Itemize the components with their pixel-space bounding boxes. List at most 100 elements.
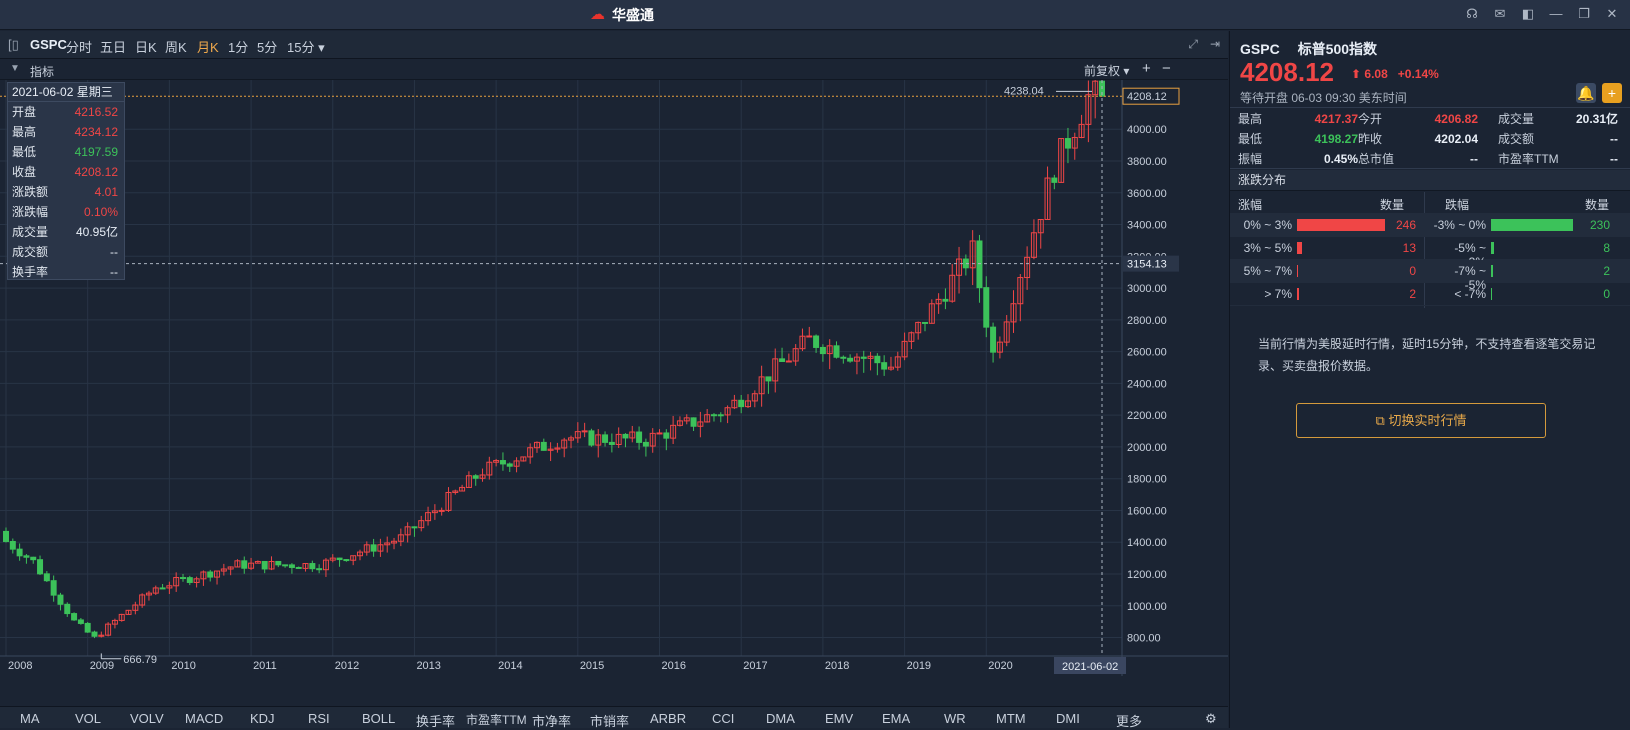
tooltip-value: 0.10% bbox=[83, 205, 118, 219]
candle-body bbox=[1058, 138, 1065, 183]
period-tab[interactable]: 分时 bbox=[66, 40, 93, 55]
candle-body bbox=[745, 400, 752, 408]
indicator-tab[interactable]: KDJ bbox=[250, 711, 275, 726]
zoom-in-button[interactable]: + bbox=[1142, 60, 1151, 77]
indicator-tab[interactable]: MACD bbox=[185, 711, 224, 726]
candle-body bbox=[799, 335, 806, 350]
indicator-tab[interactable]: 市盈率TTM bbox=[466, 713, 527, 727]
candle-body bbox=[833, 345, 840, 358]
candle-body bbox=[309, 563, 316, 570]
candle-body bbox=[391, 540, 398, 544]
tooltip-key: 成交额 bbox=[12, 245, 49, 259]
switch-realtime-button[interactable]: ⧉ 切换实时行情 bbox=[1296, 403, 1546, 438]
candle-body bbox=[84, 622, 91, 633]
current-price-box bbox=[1122, 87, 1180, 105]
tooltip-value: 4216.52 bbox=[74, 105, 118, 119]
candle-body bbox=[322, 559, 329, 571]
adjust-select[interactable]: 前复权 ▾ bbox=[1084, 64, 1130, 78]
x-tick-label: 2015 bbox=[580, 660, 604, 672]
restore-icon[interactable]: ❐ bbox=[1578, 6, 1590, 21]
indicator-tab[interactable]: EMA bbox=[882, 711, 911, 726]
indicator-tab[interactable]: 更多 bbox=[1116, 714, 1143, 729]
quote-table: 最高 4217.37 今开 4206.82 成交量 20.31亿 最低 4198.27 昨收 42… bbox=[1230, 107, 1630, 169]
indicator-tab[interactable]: DMI bbox=[1056, 711, 1080, 726]
candle-body bbox=[384, 542, 391, 546]
candle-body bbox=[57, 594, 64, 605]
candle-body bbox=[874, 355, 881, 364]
dist-title: 涨跌分布 bbox=[1230, 170, 1630, 191]
dist-up-bar bbox=[1297, 265, 1298, 277]
period-tab[interactable]: 5分 bbox=[257, 40, 278, 55]
indicator-tab[interactable]: EMV bbox=[825, 711, 854, 726]
mail-icon[interactable]: ✉ bbox=[1494, 6, 1506, 21]
indicator-tab[interactable]: WR bbox=[944, 711, 966, 726]
tooltip-key: 最高 bbox=[12, 125, 37, 139]
period-tab-active[interactable]: 月K bbox=[197, 40, 219, 55]
indicator-tab[interactable]: VOLV bbox=[130, 711, 164, 726]
quote-key: 成交额 bbox=[1498, 132, 1535, 146]
indicator-tab[interactable]: 市净率 bbox=[532, 714, 572, 729]
indicator-tab[interactable]: VOL bbox=[75, 711, 102, 726]
candle-body bbox=[840, 356, 847, 359]
indicator-tab[interactable]: RSI bbox=[308, 711, 330, 726]
tooltip-key: 涨跌额 bbox=[12, 185, 49, 199]
settings-gear-icon[interactable]: ⚙ bbox=[1205, 711, 1217, 726]
indicator-tab[interactable]: ARBR bbox=[650, 711, 687, 726]
tooltip-row: 涨跌幅 0.10% bbox=[8, 202, 124, 222]
y-tick-label: 2600.00 bbox=[1127, 347, 1167, 359]
tooltip-row: 开盘 4216.52 bbox=[8, 102, 124, 122]
dist-up-range: 0% ~ 3% bbox=[1243, 218, 1292, 232]
period-tab[interactable]: 15分 ▾ bbox=[287, 40, 325, 55]
dist-header-cell: 数量 bbox=[1585, 198, 1610, 212]
candle-body bbox=[459, 486, 466, 492]
candle-body bbox=[615, 433, 622, 445]
candle-body bbox=[922, 321, 929, 324]
candle-body bbox=[608, 441, 615, 445]
candle-body bbox=[3, 530, 9, 542]
dist-down-count: 2 bbox=[1603, 264, 1610, 278]
period-tab[interactable]: 周K bbox=[165, 40, 187, 55]
candle-body bbox=[751, 393, 758, 402]
minimize-icon[interactable]: — bbox=[1549, 6, 1563, 21]
candle-body bbox=[486, 461, 493, 476]
indicator-tab[interactable]: BOLL bbox=[362, 711, 396, 726]
candle-body bbox=[636, 431, 643, 443]
candle-body bbox=[595, 434, 602, 446]
indicator-label[interactable]: 指标 bbox=[30, 65, 55, 79]
candle-body bbox=[561, 439, 568, 449]
indicator-tab[interactable]: DMA bbox=[766, 711, 795, 726]
close-icon[interactable]: ✕ bbox=[1606, 6, 1618, 21]
add-watchlist-button[interactable]: + bbox=[1602, 83, 1622, 103]
zoom-out-button[interactable]: − bbox=[1162, 60, 1171, 77]
expand-panel-icon[interactable]: ⇥ bbox=[1209, 37, 1220, 51]
indicator-tab[interactable]: MTM bbox=[996, 711, 1026, 726]
headset-icon[interactable]: ☊ bbox=[1466, 6, 1478, 21]
fullscreen-icon[interactable]: ⤢ bbox=[1188, 37, 1198, 51]
candle-body bbox=[499, 460, 506, 465]
candle-body bbox=[1051, 177, 1058, 183]
candle-body bbox=[411, 526, 418, 529]
caret-down-icon[interactable]: ▼ bbox=[10, 63, 20, 74]
shirt-icon[interactable]: ◧ bbox=[1521, 6, 1535, 21]
candle-body bbox=[132, 604, 139, 611]
kline-chart[interactable]: 800.00 1000.00 1200.00 1400.00 1600.00 1800.0… bbox=[0, 66, 1228, 705]
kline-svg[interactable]: 800.00 1000.00 1200.00 1400.00 1600.00 1800.0… bbox=[0, 66, 1228, 705]
dist-row: > 7% 2 < -7% 0 bbox=[1230, 283, 1630, 306]
dist-up-count: 13 bbox=[1402, 241, 1416, 255]
candle-body bbox=[533, 441, 540, 449]
alert-bell-button[interactable]: 🔔 bbox=[1576, 83, 1596, 103]
collapse-icon[interactable]: [▯ bbox=[8, 37, 19, 52]
indicator-tab[interactable]: 换手率 bbox=[416, 714, 456, 729]
candle-body bbox=[425, 512, 432, 522]
candle-body bbox=[990, 326, 997, 353]
indicator-tab[interactable]: CCI bbox=[712, 711, 735, 726]
period-tab[interactable]: 日K bbox=[135, 40, 157, 55]
period-tab[interactable]: 1分 bbox=[228, 40, 249, 55]
indicator-tab[interactable]: MA bbox=[20, 711, 40, 726]
stock-name: 标普500指数 bbox=[1297, 41, 1378, 57]
candle-body bbox=[513, 460, 520, 467]
candle-body bbox=[302, 563, 309, 569]
dist-up-count: 246 bbox=[1395, 218, 1416, 232]
period-tab[interactable]: 五日 bbox=[100, 40, 127, 55]
indicator-tab[interactable]: 市销率 bbox=[590, 714, 630, 729]
